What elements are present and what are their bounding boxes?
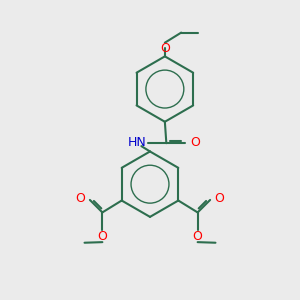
Text: O: O [214,192,224,205]
Text: O: O [160,42,170,55]
Text: HN: HN [128,136,146,149]
Text: O: O [190,136,200,149]
Text: O: O [76,192,85,205]
Text: O: O [193,230,202,243]
Text: O: O [98,230,107,243]
